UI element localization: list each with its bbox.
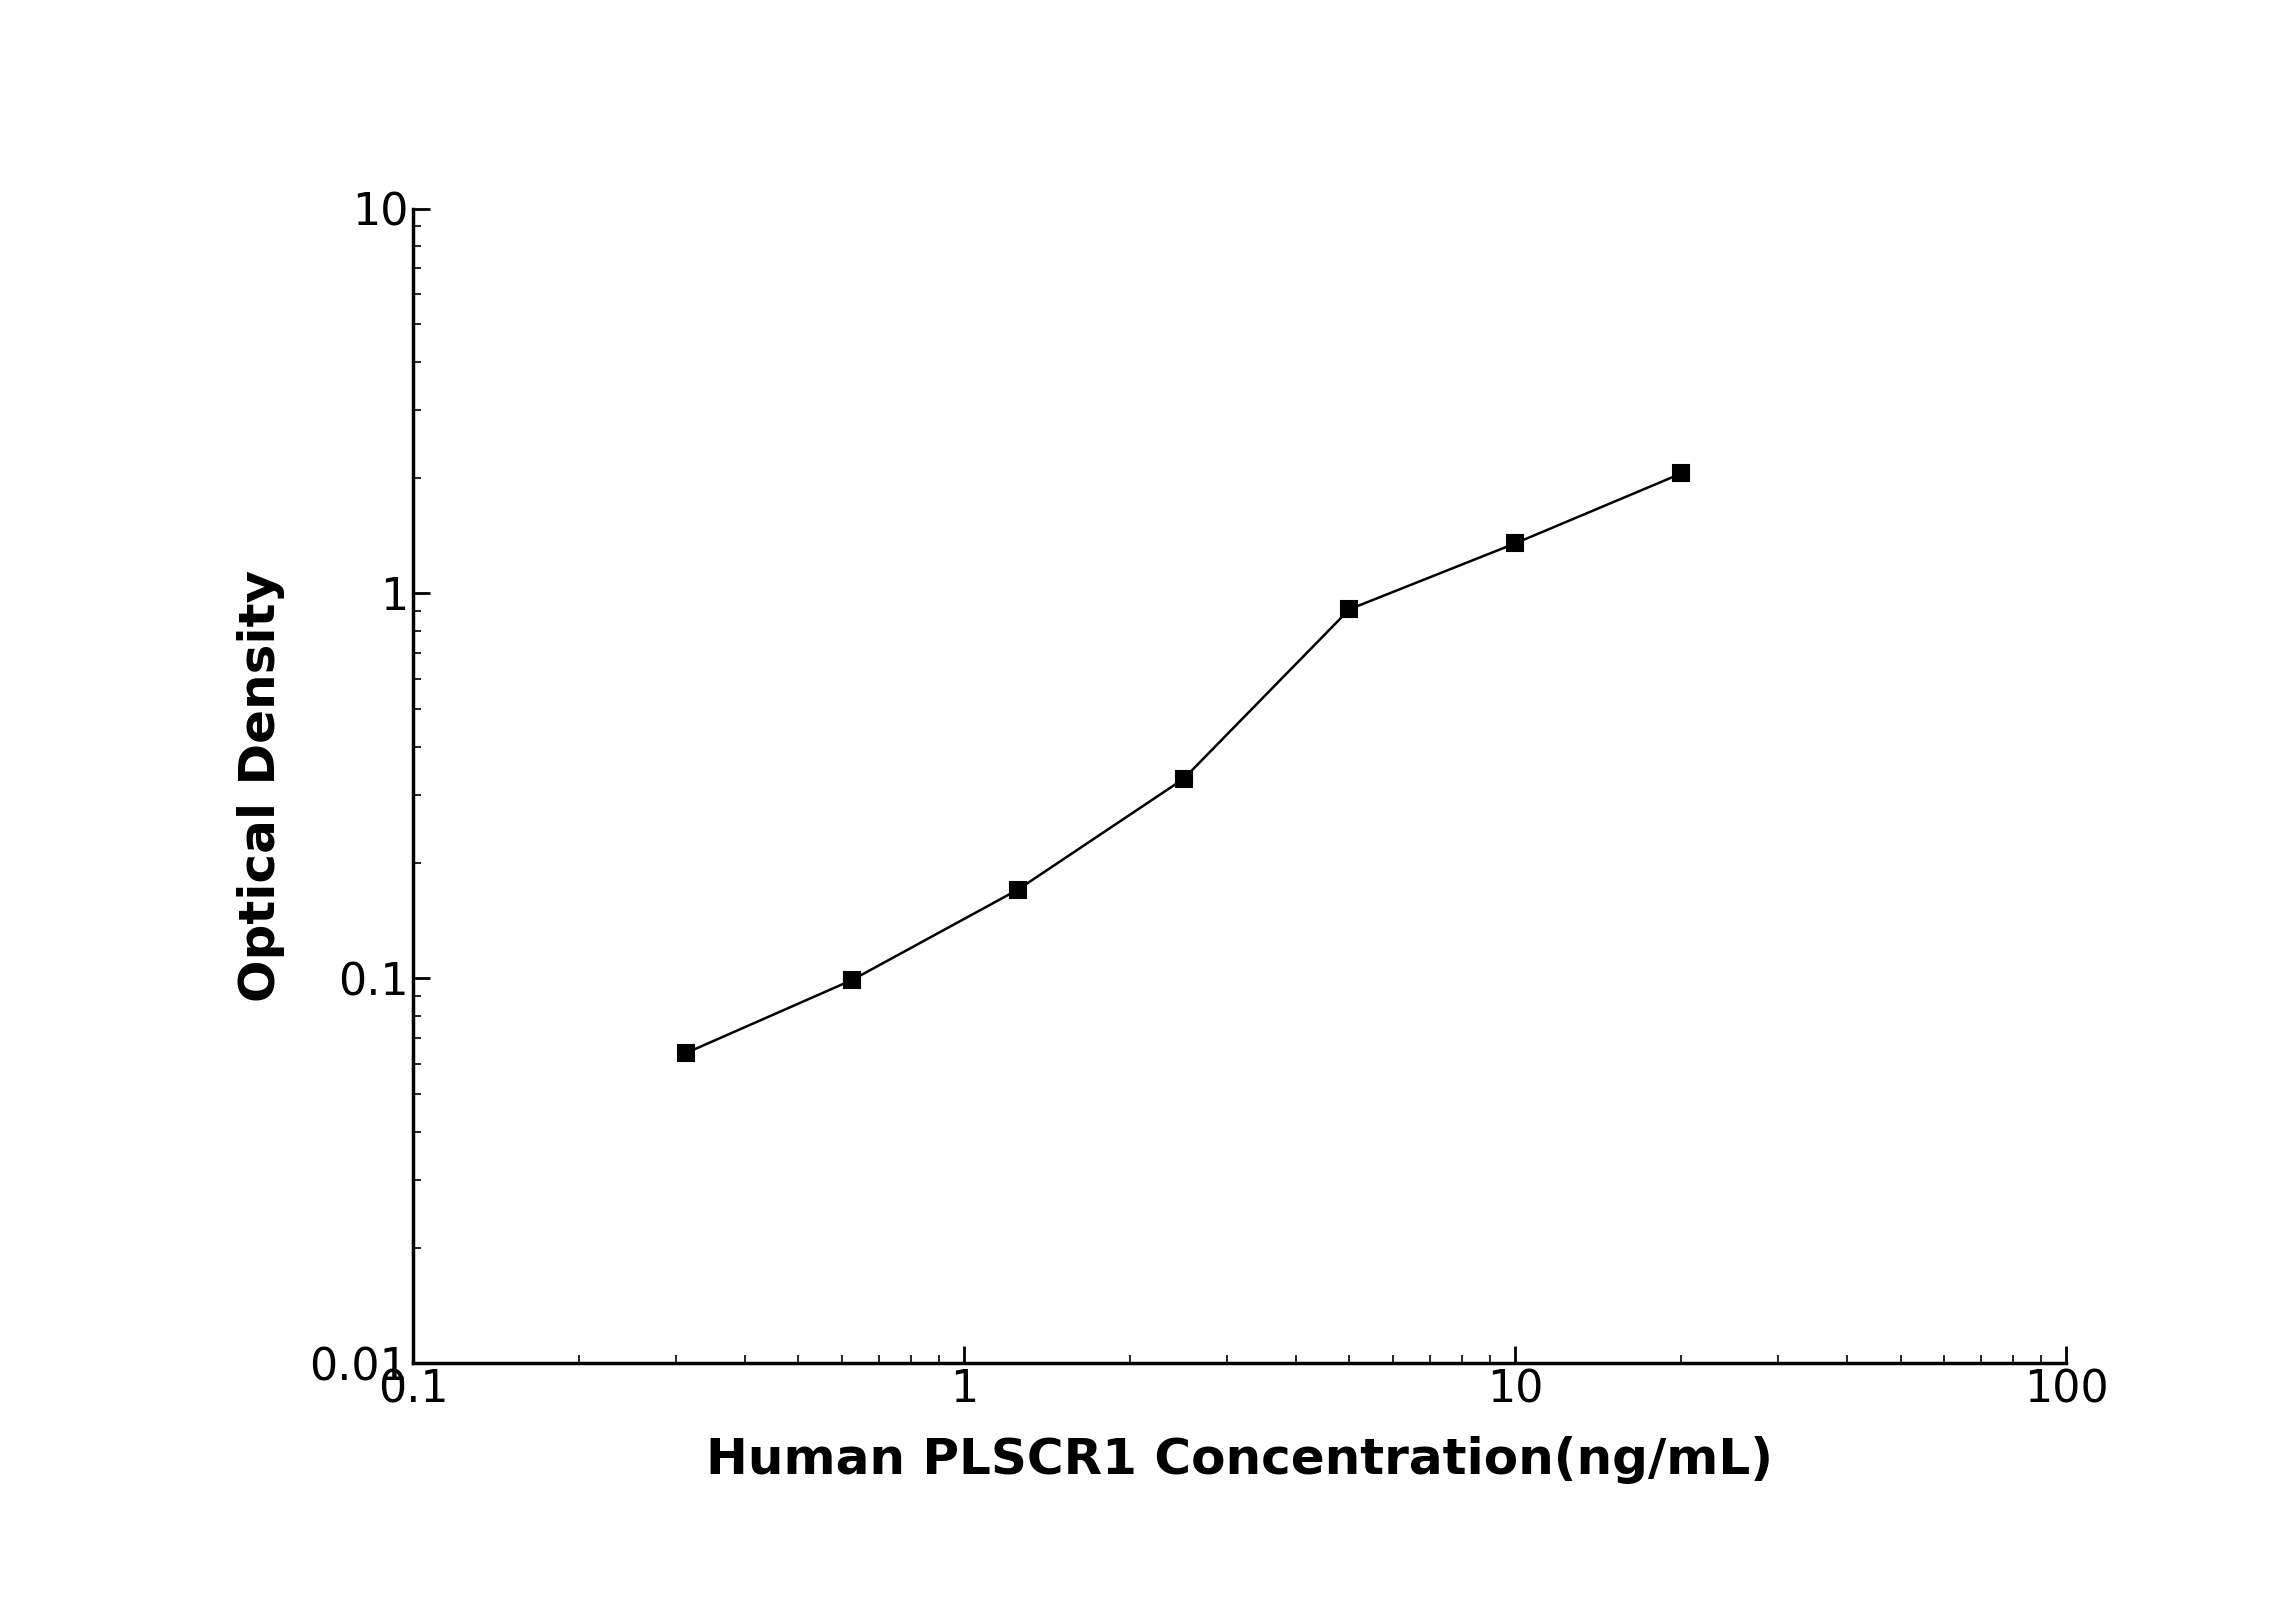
Y-axis label: Optical Density: Optical Density bbox=[236, 569, 285, 1002]
X-axis label: Human PLSCR1 Concentration(ng/mL): Human PLSCR1 Concentration(ng/mL) bbox=[707, 1436, 1773, 1484]
